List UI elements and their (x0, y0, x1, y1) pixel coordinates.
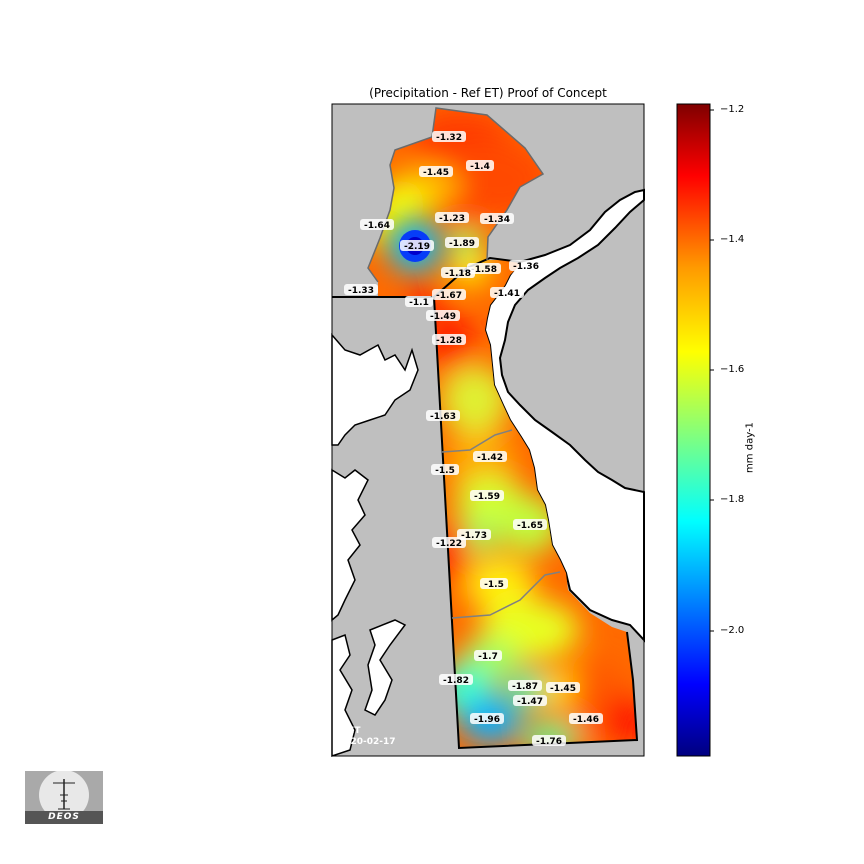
date-label: 2020-02-17 (338, 737, 396, 747)
chesapeake-bay (331, 332, 419, 446)
station-value-label: -1.76 (532, 735, 566, 747)
station-value-label: -1.5 (431, 464, 459, 476)
station-value-label: -1.96 (470, 713, 504, 725)
station-value-label: -1.23 (435, 212, 469, 224)
station-value: -1.42 (477, 453, 503, 463)
station-value: -1.36 (513, 262, 539, 272)
station-value: -1.67 (436, 291, 462, 301)
station-value: -1.76 (536, 737, 562, 747)
station-value: -1.7 (478, 652, 498, 662)
station-value: -1.41 (494, 289, 520, 299)
station-value-label: -1.59 (470, 490, 504, 502)
station-value-label: -1.58 (467, 263, 501, 275)
station-value-label: -1.41 (490, 287, 524, 299)
corner-annotation: P-ET 2020-02-17 (338, 726, 396, 748)
station-value: -1.73 (461, 531, 487, 541)
station-value: -1.58 (471, 265, 497, 275)
station-value: -1.34 (484, 215, 510, 225)
delaware-bay (483, 188, 645, 643)
station-value: -1.64 (364, 221, 390, 231)
colorbar-tick-label: −1.2 (720, 104, 745, 115)
station-value: -1.5 (435, 466, 455, 476)
station-value-label: -1.5 (480, 578, 508, 590)
station-value: -1.33 (348, 286, 374, 296)
station-value-label: -1.33 (344, 284, 378, 296)
station-value-label: -1.22 (432, 537, 466, 549)
station-value: -1.32 (436, 133, 462, 143)
chesapeake-bay-south (331, 468, 369, 622)
station-value: -1.22 (436, 539, 462, 549)
station-value: -1.89 (449, 239, 475, 249)
logo-text: DEOS (25, 811, 103, 824)
station-value: -1.45 (550, 684, 576, 694)
station-value-label: -1.1 (405, 296, 433, 308)
station-value: -1.46 (573, 715, 599, 725)
station-value: -1.87 (512, 682, 538, 692)
station-value-label: -1.45 (546, 682, 580, 694)
deos-logo: DEOS (25, 771, 103, 824)
variable-label: P-ET (338, 726, 361, 736)
station-value-label: -1.18 (441, 267, 475, 279)
colorbar-ticks (710, 109, 714, 632)
station-value: -1.63 (430, 412, 456, 422)
station-value-label: -1.87 (508, 680, 542, 692)
station-value: -1.28 (436, 336, 462, 346)
station-value-label: -1.82 (439, 674, 473, 686)
colorbar (676, 103, 711, 757)
station-value: -1.59 (474, 492, 500, 502)
station-value-label: -1.47 (513, 695, 547, 707)
station-value: -1.49 (430, 312, 456, 322)
chesapeake-bay-lower (331, 633, 356, 758)
colorbar-tick-label: −1.8 (720, 494, 745, 505)
colorbar-label: mm day-1 (744, 422, 756, 473)
station-value-label: -1.4 (466, 160, 494, 172)
station-value: -1.45 (423, 168, 449, 178)
river-inlet (364, 619, 407, 716)
station-value-label: -1.36 (509, 260, 543, 272)
station-value-label: -1.7 (474, 650, 502, 662)
station-value-label: -1.65 (513, 519, 547, 531)
station-value-label: -1.28 (432, 334, 466, 346)
county-line-kent (441, 429, 513, 453)
station-value: -1.23 (439, 214, 465, 224)
station-value-label: -1.42 (473, 451, 507, 463)
station-value: -1.4 (470, 162, 490, 172)
station-value-label: -1.32 (432, 131, 466, 143)
station-value: -1.82 (443, 676, 469, 686)
station-value-label: -1.34 (480, 213, 514, 225)
station-value: -2.19 (404, 242, 430, 252)
station-labels: -1.32 -1.4 -1.45 -1.23 -1.34 -1.64 -2.19 -1.89 -… (344, 131, 603, 747)
weather-station-icon (39, 771, 89, 820)
station-value-label: -1.45 (419, 166, 453, 178)
station-value: -1.5 (484, 580, 504, 590)
station-value-label: -1.67 (432, 289, 466, 301)
station-value: -1.65 (517, 521, 543, 531)
station-value-label: -1.49 (426, 310, 460, 322)
station-value-label: -2.19 (400, 240, 434, 252)
station-value: -1.47 (517, 697, 543, 707)
colorbar-tick-label: −1.6 (720, 364, 745, 375)
station-value: -1.1 (409, 298, 429, 308)
station-value-label: -1.46 (569, 713, 603, 725)
station-value-label: -1.89 (445, 237, 479, 249)
station-value: -1.96 (474, 715, 500, 725)
map-title: (Precipitation - Ref ET) Proof of Concep… (369, 86, 607, 100)
station-value-label: -1.64 (360, 219, 394, 231)
colorbar-tick-label: −1.4 (720, 234, 745, 245)
colorbar-tick-label: −2.0 (720, 625, 745, 636)
station-value-label: -1.73 (457, 529, 491, 541)
station-value-label: -1.63 (426, 410, 460, 422)
county-line-sussex (451, 571, 561, 619)
station-value: -1.18 (445, 269, 471, 279)
